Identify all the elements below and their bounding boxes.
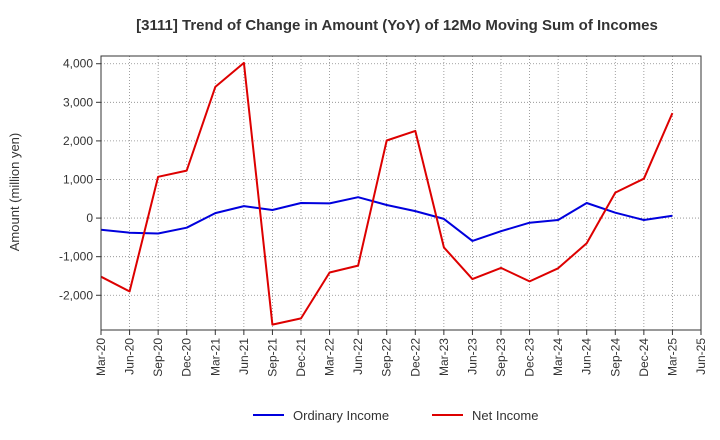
x-tick-label: Jun-21 <box>237 338 251 375</box>
y-tick-label: 2,000 <box>63 134 93 148</box>
legend-label: Ordinary Income <box>293 408 389 423</box>
x-tick-label: Jun-20 <box>123 338 137 375</box>
x-tick-label: Dec-24 <box>637 338 651 377</box>
x-tick-label: Dec-21 <box>294 338 308 377</box>
x-tick-label: Mar-25 <box>665 338 679 376</box>
x-tick-label: Dec-20 <box>180 338 194 377</box>
x-tick-label: Jun-25 <box>694 338 708 375</box>
grid <box>101 56 701 330</box>
y-tick-label: 4,000 <box>63 57 93 71</box>
y-tick-label: 0 <box>86 211 93 225</box>
x-axis: Mar-20 Jun-20 Sep-20 Dec-20 Mar-21 Jun-21 Sep-… <box>94 330 708 377</box>
x-tick-label: Jun-22 <box>351 338 365 375</box>
x-tick-label: Sep-23 <box>494 338 508 377</box>
y-tick-label: -2,000 <box>59 288 93 302</box>
y-axis-label: Amount (million yen) <box>7 133 22 252</box>
y-tick-label: 3,000 <box>63 95 93 109</box>
y-axis: -2,000 -1,000 0 1,000 2,000 3,000 4,000 <box>59 57 101 302</box>
y-tick-label: 1,000 <box>63 172 93 186</box>
x-tick-label: Sep-21 <box>265 338 279 377</box>
x-tick-label: Mar-24 <box>551 338 565 376</box>
x-tick-label: Jun-24 <box>580 338 594 375</box>
series-layer <box>100 61 674 326</box>
x-tick-label: Jun-23 <box>465 338 479 375</box>
plot-frame <box>100 55 702 331</box>
x-tick-label: Mar-20 <box>94 338 108 376</box>
series-line-net-income <box>100 61 674 326</box>
legend: Ordinary Income Net Income <box>253 408 538 423</box>
x-tick-label: Dec-23 <box>523 338 537 377</box>
x-tick-label: Mar-21 <box>208 338 222 376</box>
x-tick-label: Sep-20 <box>151 338 165 377</box>
series-line-ordinary-income <box>100 196 673 242</box>
chart-title: [3111] Trend of Change in Amount (YoY) o… <box>136 17 658 34</box>
x-tick-label: Mar-22 <box>323 338 337 376</box>
x-tick-label: Mar-23 <box>437 338 451 376</box>
legend-label: Net Income <box>472 408 538 423</box>
y-tick-label: -1,000 <box>59 250 93 264</box>
x-tick-label: Sep-24 <box>608 338 622 377</box>
x-tick-label: Sep-22 <box>380 338 394 377</box>
x-tick-label: Dec-22 <box>408 338 422 377</box>
